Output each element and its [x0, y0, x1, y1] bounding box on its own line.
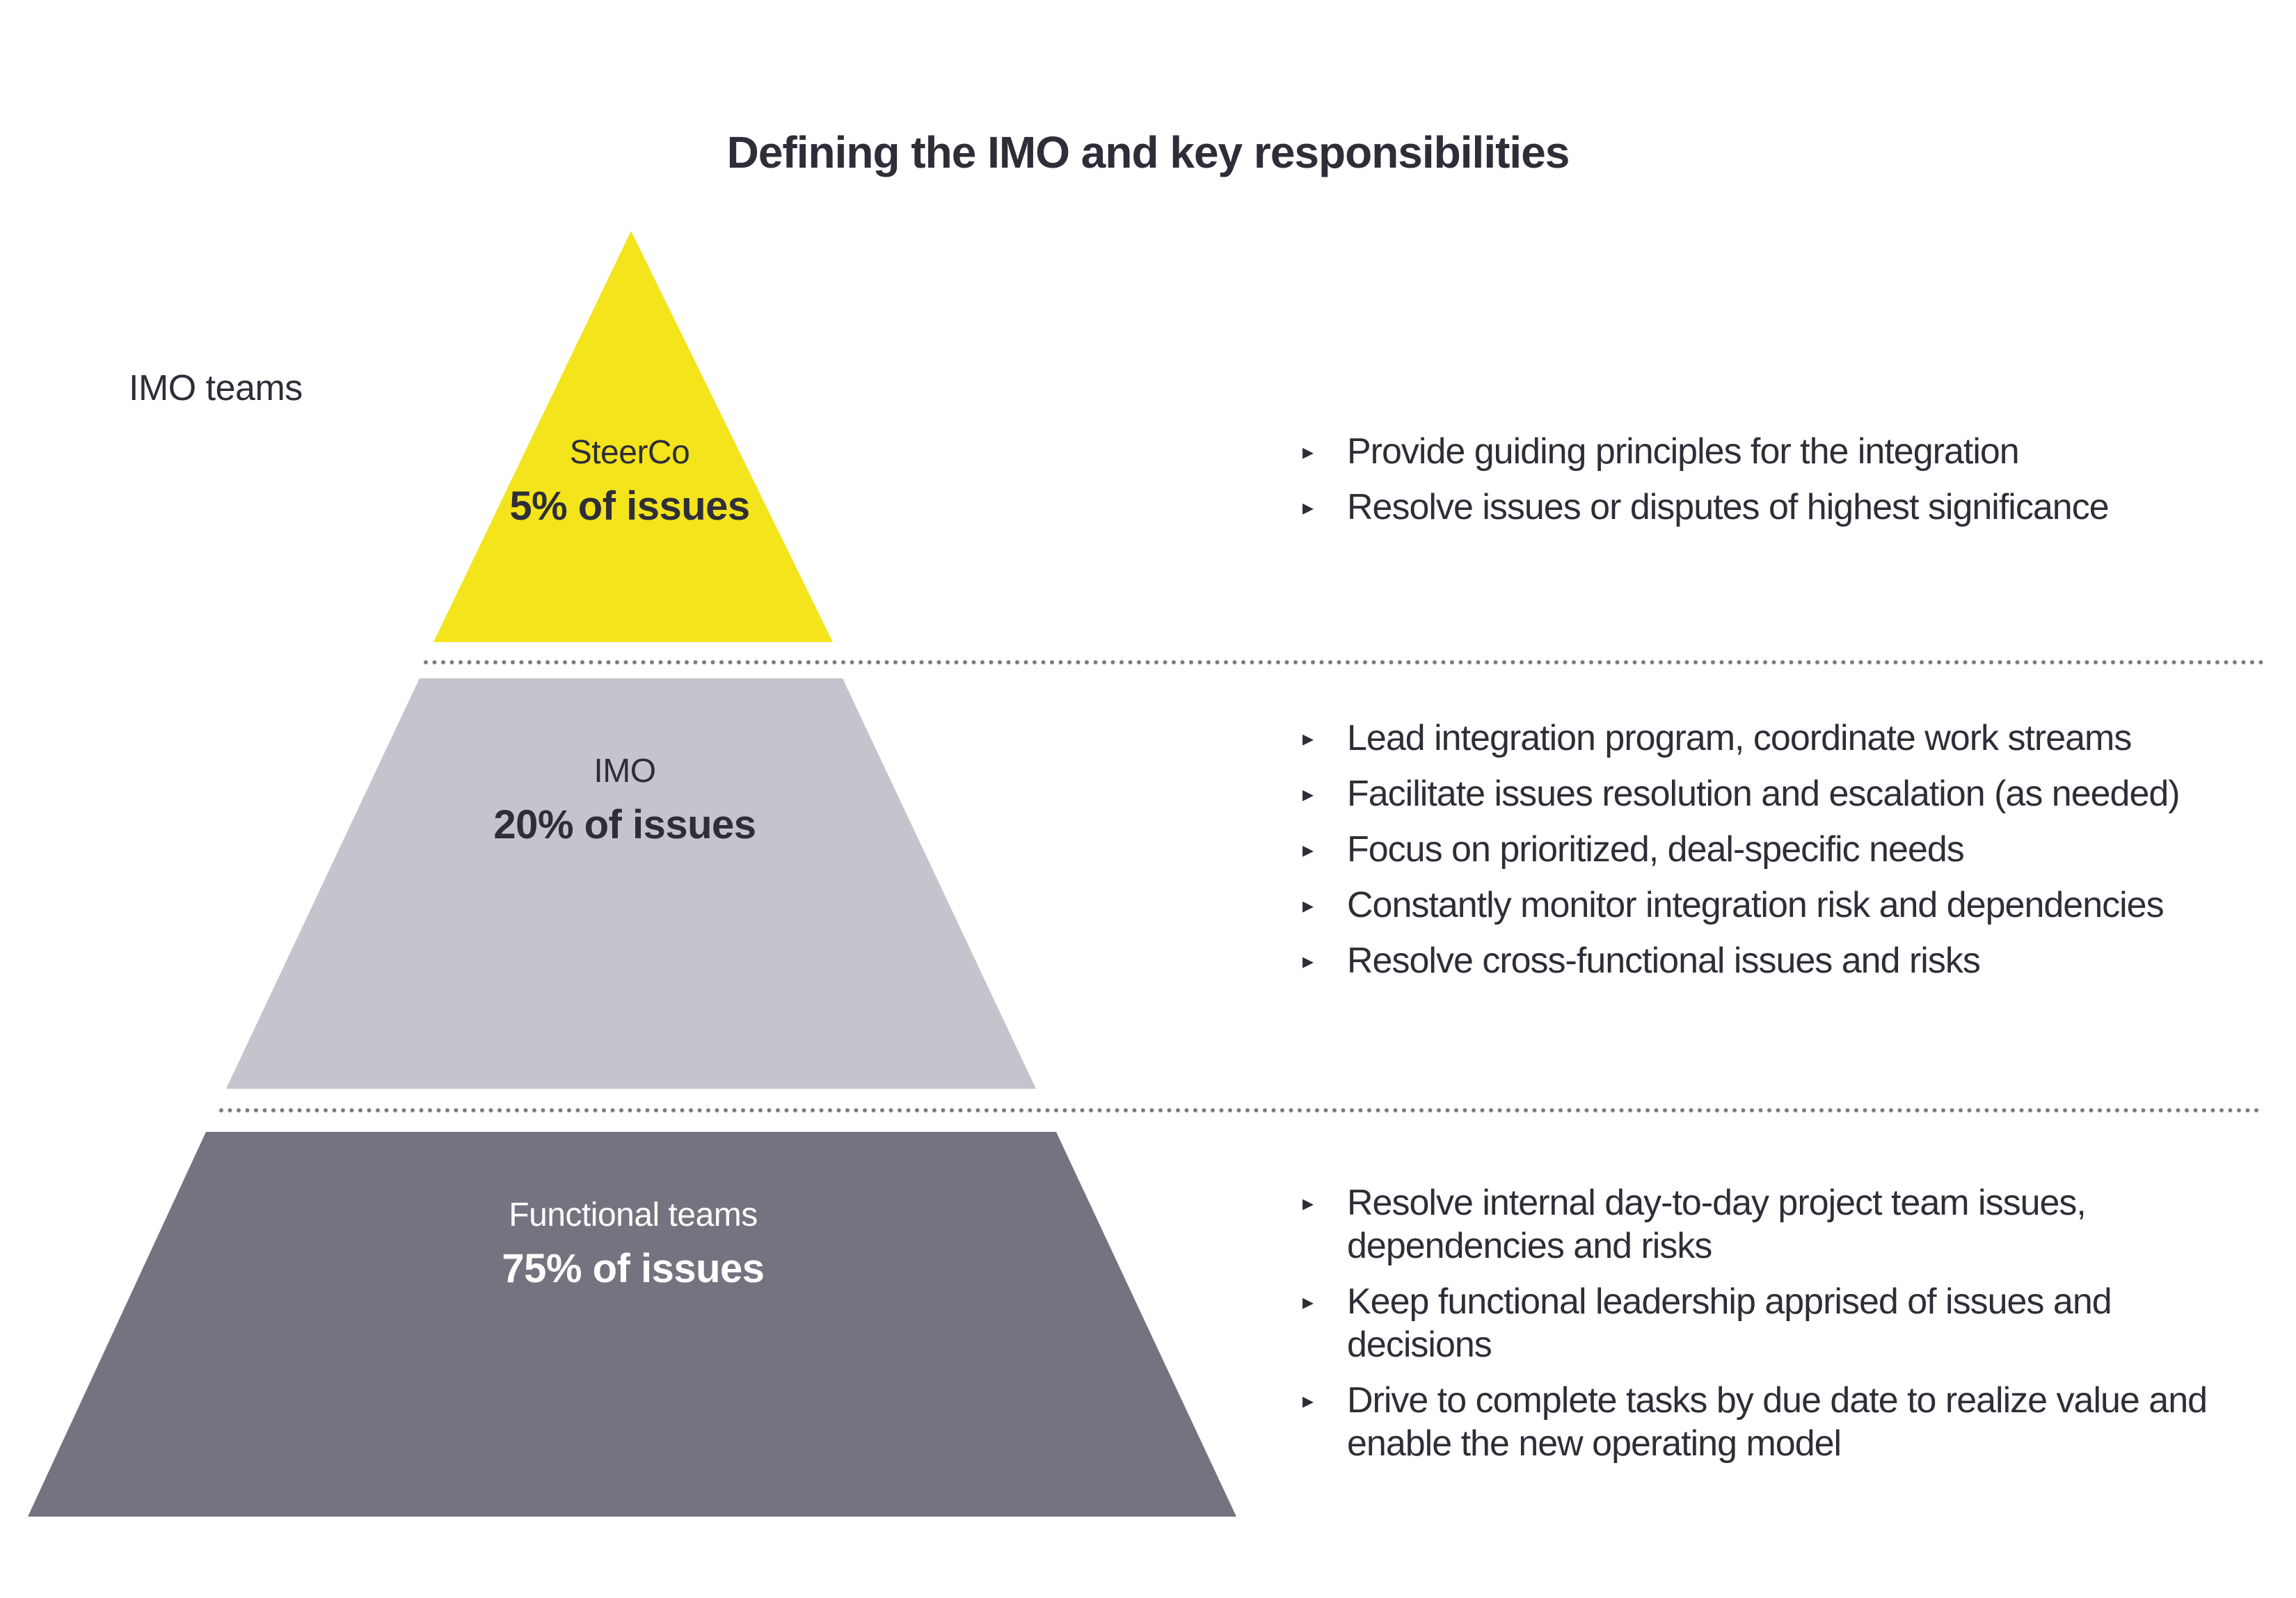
tier-steerco-label: SteerCo [569, 434, 690, 471]
pyramid-tier-steerco-shape [433, 231, 833, 642]
steerco-responsibilities-list: ▸ Provide guiding principles for the int… [1302, 430, 2277, 541]
list-item: ▸ Resolve internal day-to-day project te… [1302, 1181, 2214, 1268]
imo-responsibilities-list: ▸ Lead integration program, coordinate w… [1302, 717, 2277, 995]
list-item: ▸ Provide guiding principles for the int… [1302, 430, 2277, 473]
tier-functional-label: Functional teams [509, 1197, 758, 1233]
bullet-triangle-icon: ▸ [1302, 948, 1314, 974]
functional-responsibilities-list: ▸ Resolve internal day-to-day project te… [1302, 1181, 2214, 1478]
list-item: ▸ Keep functional leadership apprised of… [1302, 1280, 2214, 1366]
bullet-triangle-icon: ▸ [1302, 494, 1314, 520]
tier-functional-value: 75% of issues [502, 1246, 765, 1291]
tier-imo-text: IMO 20% of issues [493, 752, 756, 848]
list-item: ▸ Lead integration program, coordinate w… [1302, 717, 2277, 760]
list-item: ▸ Drive to complete tasks by due date to… [1302, 1379, 2214, 1465]
bullet-triangle-icon: ▸ [1302, 438, 1314, 465]
list-item: ▸ Constantly monitor integration risk an… [1302, 884, 2277, 927]
list-item-text: Drive to complete tasks by due date to r… [1347, 1380, 2208, 1464]
pyramid-tier-imo-shape [226, 678, 1036, 1089]
tier-functional-text: Functional teams 75% of issues [502, 1196, 765, 1292]
list-item-text: Lead integration program, coordinate wor… [1347, 718, 2132, 758]
tier-steerco-text: SteerCo 5% of issues [509, 433, 750, 529]
page-title: Defining the IMO and key responsibilitie… [726, 127, 1570, 177]
bullet-triangle-icon: ▸ [1302, 725, 1314, 751]
list-item-text: Resolve cross-functional issues and risk… [1347, 941, 1981, 981]
list-item-text: Facilitate issues resolution and escalat… [1347, 774, 2181, 814]
list-item-text: Resolve issues or disputes of highest si… [1347, 487, 2110, 527]
bullet-triangle-icon: ▸ [1302, 781, 1314, 807]
list-item: ▸ Resolve issues or disputes of highest … [1302, 486, 2277, 529]
bullet-triangle-icon: ▸ [1302, 1288, 1314, 1315]
imo-teams-label: IMO teams [129, 368, 303, 408]
list-item-text: Keep functional leadership apprised of i… [1347, 1281, 2112, 1365]
list-item-text: Constantly monitor integration risk and … [1347, 885, 2165, 925]
list-item-text: Focus on prioritized, deal-specific need… [1347, 829, 1965, 870]
list-item-text: Provide guiding principles for the integ… [1347, 431, 2020, 472]
bullet-triangle-icon: ▸ [1302, 1387, 1314, 1414]
list-item: ▸ Resolve cross-functional issues and ri… [1302, 939, 2277, 982]
list-item: ▸ Focus on prioritized, deal-specific ne… [1302, 828, 2277, 871]
tier-steerco-value: 5% of issues [509, 484, 750, 529]
bullet-triangle-icon: ▸ [1302, 836, 1314, 863]
list-item: ▸ Facilitate issues resolution and escal… [1302, 772, 2277, 815]
tier-imo-label: IMO [593, 753, 656, 790]
tier-imo-value: 20% of issues [493, 802, 756, 847]
list-item-text: Resolve internal day-to-day project team… [1347, 1183, 2087, 1266]
bullet-triangle-icon: ▸ [1302, 1190, 1314, 1216]
bullet-triangle-icon: ▸ [1302, 892, 1314, 918]
pyramid-tier-functional-shape [28, 1132, 1236, 1517]
